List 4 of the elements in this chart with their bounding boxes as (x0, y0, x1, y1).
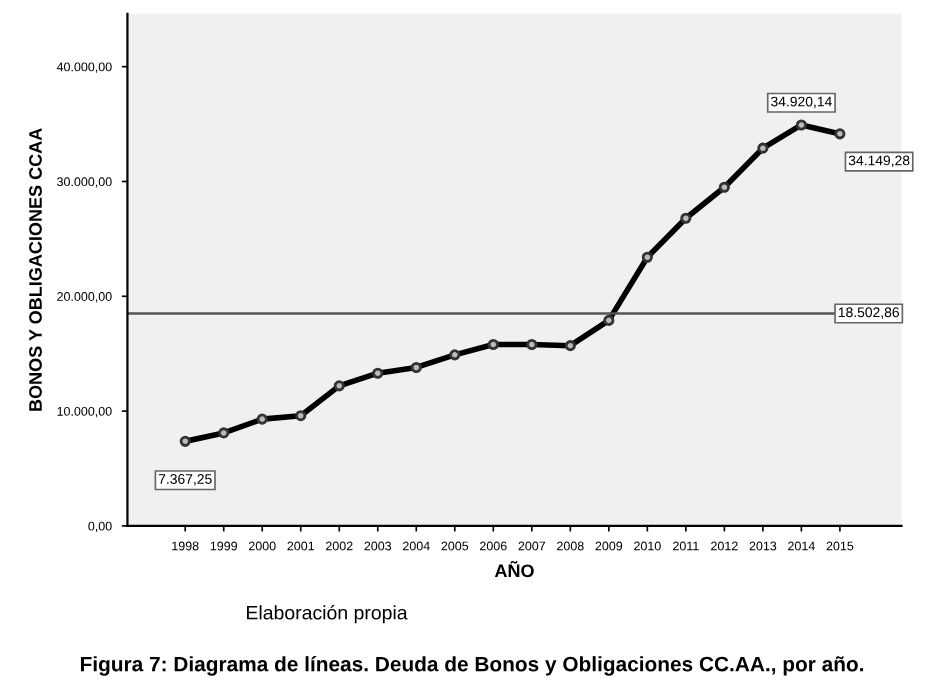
x-axis-title: AÑO (494, 560, 534, 578)
text: Figura 7: Diagrama de líneas. Deuda de Bonos y Obligaciones CC.AA., por año. (80, 655, 864, 676)
text: Elaboración propia (247, 605, 408, 624)
y-axis-title: BONOS Y OBLIGACIONES CCAA (29, 128, 42, 411)
